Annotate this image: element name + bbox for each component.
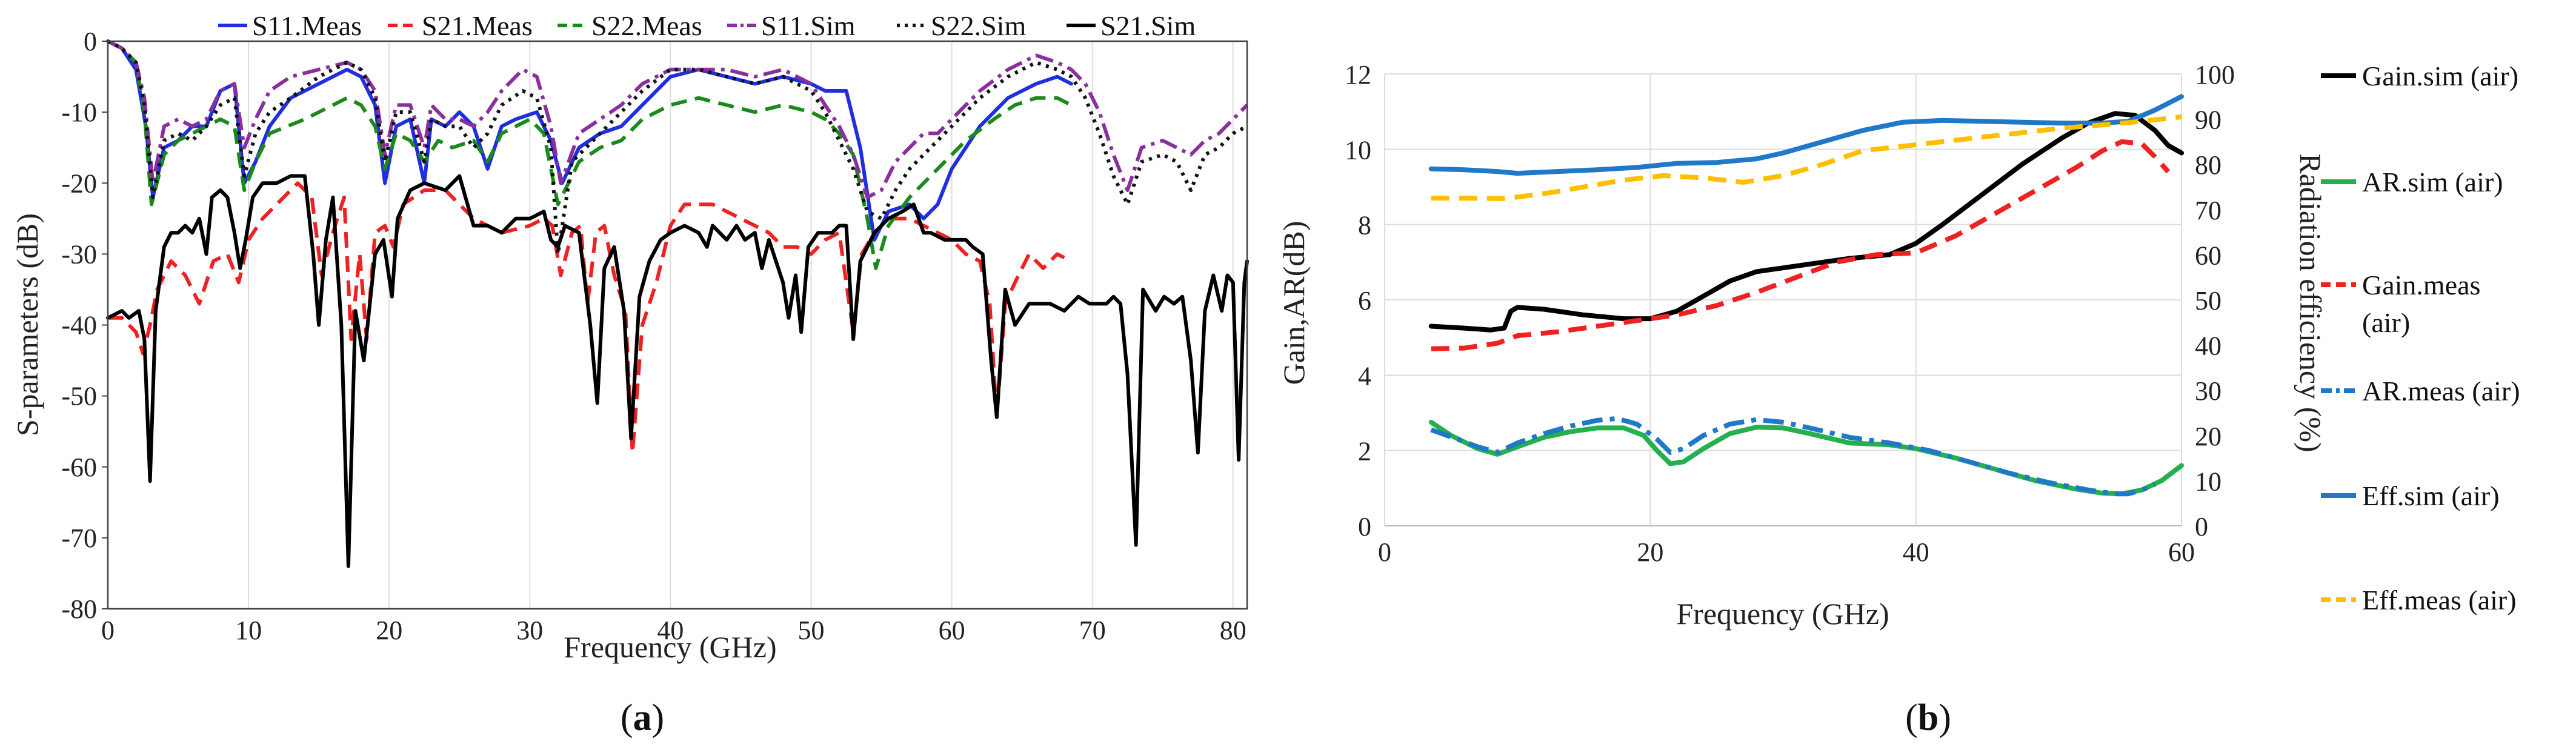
- chart-a-series-s21-sim: [106, 174, 1249, 568]
- chart-a-ticks: 0 10 20 30 40 50 60 70 80 0 -10 -20 -30 -40 -50 -60 -70 -…: [61, 27, 1246, 645]
- chart-b-ytick-4: 4: [1358, 361, 1371, 391]
- chart-a-series-s22-sim: [107, 39, 1248, 256]
- chart-b-ytick-6: 6: [1358, 286, 1371, 316]
- chart-a-series-s22-meas: [107, 39, 1073, 270]
- chart-a-ytick--30: -30: [61, 239, 97, 269]
- chart-a-series-s11-meas: [106, 39, 1073, 242]
- chart-b-y2tick-70: 70: [2195, 196, 2222, 225]
- chart-a-xtick-40: 40: [657, 615, 684, 645]
- chart-a-grid: [107, 41, 1234, 609]
- chart-b-y2tick-60: 60: [2195, 240, 2222, 270]
- chart-b-ytick-8: 8: [1358, 211, 1371, 240]
- chart-a-panel-letter: a: [633, 697, 652, 738]
- chart-a-ytick--60: -60: [61, 453, 97, 482]
- chart-a-legend-label-s22-sim: S22.Sim: [931, 10, 1026, 41]
- chart-b-series-ar-meas-air: [1430, 416, 2156, 497]
- chart-a-legend: S11.Meas S21.Meas S22.Meas S11.Sim S22.Sim S2…: [218, 10, 1196, 41]
- chart-b-xtick-20: 20: [1637, 537, 1663, 567]
- chart-b-legend: Gain.sim (air) AR.sim (air) Gain.meas (air)…: [2321, 61, 2520, 615]
- chart-b-series-eff-sim-air: [1428, 94, 2184, 176]
- chart-b-y2tick-20: 20: [2195, 422, 2222, 451]
- chart-a-legend-label-s11-meas: S11.Meas: [252, 10, 362, 41]
- chart-b-panel-letter: b: [1918, 697, 1939, 738]
- chart-b-legend-item-eff-sim-air: Eff.sim (air): [2321, 480, 2500, 511]
- chart-b-y2label: Radiation efficiency (%): [2294, 153, 2328, 452]
- chart-b-series: [1428, 94, 2184, 497]
- chart-b-legend-line1: Gain.meas: [2362, 270, 2480, 300]
- chart-a-ytick--80: -80: [61, 594, 97, 624]
- chart-a-xtick-0: 0: [101, 615, 115, 645]
- chart-a-ytick--20: -20: [61, 168, 97, 198]
- chart-b-y2tick-80: 80: [2195, 150, 2222, 180]
- chart-a-ytick--40: -40: [61, 311, 97, 340]
- chart-b-ytick-0: 0: [1358, 512, 1371, 542]
- chart-a-ytick--70: -70: [61, 523, 97, 553]
- chart-a-xtick-50: 50: [797, 615, 824, 645]
- chart-b-y2tick-40: 40: [2195, 331, 2222, 361]
- chart-a-panel-label: (a): [621, 697, 664, 738]
- chart-a-legend-label-s21-sim: S21.Sim: [1100, 10, 1196, 41]
- chart-a-ytick-0: 0: [84, 27, 97, 56]
- chart-b-series-eff-meas-air: [1431, 114, 2182, 201]
- chart-a-legend-label-s22-meas: S22.Meas: [591, 10, 702, 41]
- chart-b-legend-item-ar-sim-air: AR.sim (air): [2321, 167, 2503, 197]
- chart-a-xlabel: Frequency (GHz): [564, 630, 776, 664]
- chart-b-y2tick-50: 50: [2195, 286, 2222, 316]
- chart-a-legend-item-s11-sim: S11.Sim: [727, 10, 856, 41]
- chart-b-series-gain-sim-air: [1428, 111, 2184, 333]
- chart-a-legend-item-s22-meas: S22.Meas: [557, 10, 702, 41]
- chart-a-legend-label-s21-meas: S21.Meas: [422, 10, 533, 41]
- chart-b-legend-label-eff-sim-air: Eff.sim (air): [2362, 480, 2500, 511]
- chart-b-legend-label-gain-meas-air: Gain.meas (air): [2362, 270, 2480, 338]
- chart-a-ytick--10: -10: [61, 98, 97, 127]
- chart-b-legend-item-ar-meas-air: AR.meas (air): [2321, 376, 2520, 406]
- chart-a-legend-item-s11-meas: S11.Meas: [218, 10, 362, 41]
- chart-b-ytick-12: 12: [1345, 60, 1371, 90]
- chart-b-grid: [1384, 73, 2182, 526]
- chart-a-ytick--50: -50: [61, 382, 97, 411]
- chart-a-xtick-30: 30: [516, 615, 543, 645]
- chart-b-y2tick-90: 90: [2195, 105, 2222, 135]
- chart-a-xtick-10: 10: [235, 615, 262, 645]
- chart-b-legend-item-gain-meas-air: Gain.meas (air): [2321, 270, 2480, 338]
- chart-b-y2tick-30: 30: [2195, 376, 2222, 406]
- chart-b-ytick-2: 2: [1358, 437, 1371, 466]
- chart-b-y2tick-100: 100: [2195, 60, 2235, 90]
- chart-a-legend-item-s21-meas: S21.Meas: [388, 10, 533, 41]
- chart-b-xtick-0: 0: [1378, 537, 1391, 567]
- chart-b-legend-item-gain-sim-air: Gain.sim (air): [2321, 61, 2518, 91]
- chart-a-ylabel: S-parameters (dB): [10, 213, 44, 436]
- chart-b-panel-label: (b): [1905, 697, 1951, 738]
- chart-b-xlabel: Frequency (GHz): [1676, 597, 1889, 631]
- chart-a-series: [106, 39, 1249, 568]
- chart-b-legend-label-eff-meas-air: Eff.meas (air): [2362, 585, 2517, 615]
- chart-b-ylabel: Gain,AR(dB): [1277, 221, 1311, 385]
- chart-a-xtick-60: 60: [939, 615, 965, 645]
- chart-a-series-s11-sim: [107, 39, 1249, 199]
- chart-b-legend-label-ar-meas-air: AR.meas (air): [2362, 376, 2520, 406]
- chart-a-legend-item-s22-sim: S22.Sim: [897, 10, 1026, 41]
- chart-a-xtick-20: 20: [376, 615, 402, 645]
- chart-b-y2tick-10: 10: [2195, 466, 2222, 496]
- chart-a-series-s21-meas: [108, 181, 1073, 455]
- chart-b-xtick-40: 40: [1903, 537, 1929, 567]
- chart-b-series-gain-meas-air: [1431, 139, 2171, 351]
- chart-a-axes: [102, 40, 1248, 610]
- chart-a-xtick-70: 70: [1079, 615, 1106, 645]
- chart-b-legend-label-gain-sim-air: Gain.sim (air): [2362, 61, 2518, 91]
- chart-b-ytick-10: 10: [1345, 135, 1371, 165]
- chart-a-plot-frame: [107, 40, 1248, 610]
- chart-b-y2tick-0: 0: [2195, 512, 2208, 542]
- chart-a-legend-label-s11-sim: S11.Sim: [761, 10, 856, 41]
- chart-b-legend-line2: (air): [2362, 307, 2410, 338]
- chart-b-legend-item-eff-meas-air: Eff.meas (air): [2321, 585, 2517, 615]
- chart-b-xtick-60: 60: [2168, 537, 2195, 567]
- chart-a: 0 10 20 30 40 50 60 70 80 0 -10 -20 -30 -40 -50 -60 -70 -…: [10, 10, 1249, 738]
- chart-b-legend-label-ar-sim-air: AR.sim (air): [2362, 167, 2503, 197]
- chart-a-legend-item-s21-sim: S21.Sim: [1067, 10, 1196, 41]
- chart-a-xtick-80: 80: [1220, 615, 1246, 645]
